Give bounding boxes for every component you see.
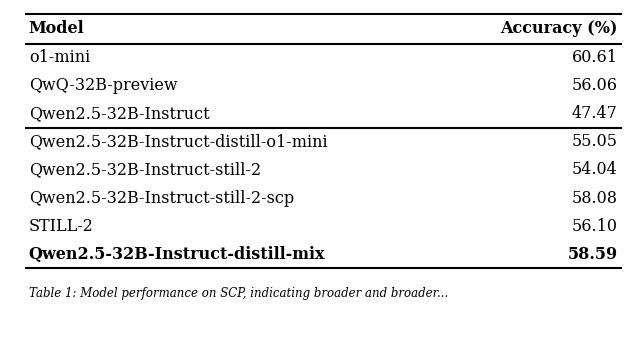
Text: 60.61: 60.61 (572, 49, 618, 66)
Text: 47.47: 47.47 (572, 105, 618, 122)
Text: Qwen2.5-32B-Instruct-still-2: Qwen2.5-32B-Instruct-still-2 (29, 161, 261, 179)
Text: Qwen2.5-32B-Instruct: Qwen2.5-32B-Instruct (29, 105, 209, 122)
Text: STILL-2: STILL-2 (29, 218, 93, 235)
Text: Qwen2.5-32B-Instruct-distill-o1-mini: Qwen2.5-32B-Instruct-distill-o1-mini (29, 133, 328, 150)
Text: 54.04: 54.04 (572, 161, 618, 179)
Text: Qwen2.5-32B-Instruct-still-2-scp: Qwen2.5-32B-Instruct-still-2-scp (29, 189, 294, 207)
Text: Table 1: Model performance on SCP, indicating broader and broader...: Table 1: Model performance on SCP, indic… (29, 287, 448, 300)
Text: 56.10: 56.10 (572, 218, 618, 235)
Text: 55.05: 55.05 (572, 133, 618, 150)
Text: 56.06: 56.06 (572, 77, 618, 94)
Text: Qwen2.5-32B-Instruct-distill-mix: Qwen2.5-32B-Instruct-distill-mix (29, 246, 325, 263)
Text: Model: Model (29, 20, 84, 37)
Text: 58.08: 58.08 (572, 189, 618, 207)
Text: QwQ-32B-preview: QwQ-32B-preview (29, 77, 177, 94)
Text: 58.59: 58.59 (568, 246, 618, 263)
Text: Accuracy (%): Accuracy (%) (500, 20, 618, 37)
Text: o1-mini: o1-mini (29, 49, 90, 66)
